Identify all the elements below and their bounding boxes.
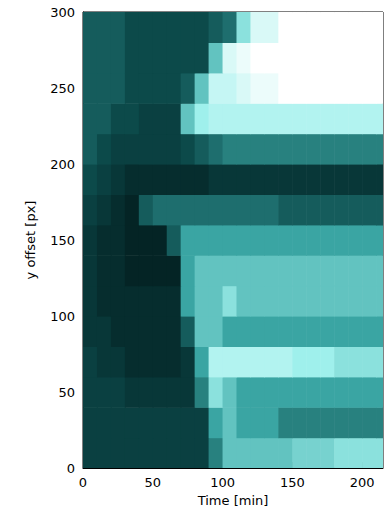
svg-text:250: 250 — [50, 81, 75, 96]
svg-text:200: 200 — [350, 475, 375, 490]
svg-text:50: 50 — [144, 475, 161, 490]
svg-text:150: 150 — [280, 475, 305, 490]
svg-text:200: 200 — [50, 157, 75, 172]
svg-text:0: 0 — [67, 461, 75, 476]
svg-text:Time [min]: Time [min] — [197, 493, 269, 508]
svg-text:y offset [px]: y offset [px] — [23, 201, 38, 280]
svg-text:100: 100 — [210, 475, 235, 490]
svg-text:300: 300 — [50, 5, 75, 20]
svg-text:100: 100 — [50, 309, 75, 324]
svg-text:50: 50 — [58, 385, 75, 400]
svg-text:150: 150 — [50, 233, 75, 248]
svg-text:0: 0 — [79, 475, 87, 490]
